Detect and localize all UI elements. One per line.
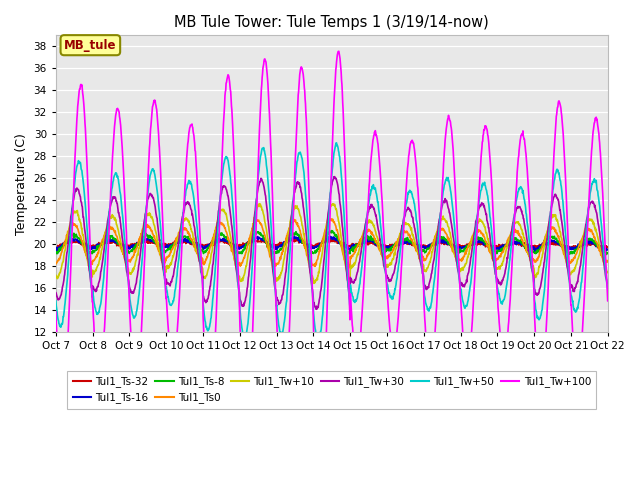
Tul1_Tw+50 bbox=[175, 258, 182, 264]
Tul1_Ts0 bbox=[236, 264, 244, 269]
Tul1_Ts0 bbox=[418, 252, 426, 258]
Tul1_Tw+30 bbox=[604, 281, 612, 287]
Tul1_Ts0 bbox=[175, 230, 182, 236]
Tul1_Ts-16 bbox=[490, 245, 498, 251]
Tul1_Tw+30 bbox=[418, 265, 426, 271]
Title: MB Tule Tower: Tule Temps 1 (3/19/14-now): MB Tule Tower: Tule Temps 1 (3/19/14-now… bbox=[174, 15, 489, 30]
Tul1_Tw+10 bbox=[539, 251, 547, 257]
Y-axis label: Temperature (C): Temperature (C) bbox=[15, 132, 28, 235]
Tul1_Tw+30 bbox=[490, 264, 498, 269]
Tul1_Tw+30 bbox=[539, 269, 547, 275]
Tul1_Tw+10 bbox=[418, 261, 426, 266]
Tul1_Tw+30 bbox=[52, 289, 60, 295]
Tul1_Tw+50 bbox=[332, 140, 340, 146]
Tul1_Tw+30 bbox=[236, 297, 244, 303]
Tul1_Tw+10 bbox=[310, 280, 318, 286]
Tul1_Tw+50 bbox=[539, 300, 547, 305]
Line: Tul1_Ts-8: Tul1_Ts-8 bbox=[56, 230, 608, 255]
Line: Tul1_Ts0: Tul1_Ts0 bbox=[56, 219, 608, 268]
Tul1_Ts-16 bbox=[604, 247, 612, 252]
Tul1_Tw+30 bbox=[312, 306, 320, 312]
Tul1_Ts-16 bbox=[539, 240, 547, 246]
Tul1_Ts0 bbox=[52, 261, 60, 267]
Tul1_Ts-8 bbox=[604, 251, 612, 256]
Tul1_Tw+100 bbox=[418, 258, 426, 264]
Line: Tul1_Tw+30: Tul1_Tw+30 bbox=[56, 177, 608, 309]
Tul1_Ts-32 bbox=[52, 242, 60, 248]
Tul1_Ts-8 bbox=[539, 241, 547, 247]
Tul1_Ts-8 bbox=[236, 250, 244, 255]
Tul1_Tw+10 bbox=[161, 268, 169, 274]
Tul1_Ts0 bbox=[539, 242, 547, 248]
Tul1_Tw+100 bbox=[490, 230, 498, 236]
Line: Tul1_Tw+10: Tul1_Tw+10 bbox=[56, 204, 608, 283]
Tul1_Ts-32 bbox=[490, 244, 498, 250]
Tul1_Ts-8 bbox=[490, 247, 498, 253]
Tul1_Ts0 bbox=[161, 259, 169, 264]
Tul1_Ts-32 bbox=[236, 243, 244, 249]
Tul1_Tw+30 bbox=[161, 280, 169, 286]
Tul1_Tw+50 bbox=[52, 298, 60, 303]
Tul1_Ts0 bbox=[490, 258, 498, 264]
Tul1_Tw+10 bbox=[52, 272, 60, 278]
Line: Tul1_Tw+100: Tul1_Tw+100 bbox=[56, 51, 608, 435]
Text: MB_tule: MB_tule bbox=[64, 39, 116, 52]
Tul1_Tw+50 bbox=[418, 264, 426, 270]
Tul1_Tw+100 bbox=[604, 298, 612, 304]
Tul1_Tw+50 bbox=[161, 281, 169, 287]
Tul1_Ts-8 bbox=[161, 249, 169, 255]
Tul1_Ts0 bbox=[290, 216, 298, 222]
Tul1_Tw+100 bbox=[161, 278, 169, 284]
Tul1_Ts-16 bbox=[531, 249, 539, 255]
Tul1_Tw+10 bbox=[490, 260, 498, 265]
Tul1_Ts-8 bbox=[344, 252, 351, 258]
Tul1_Tw+100 bbox=[175, 307, 182, 313]
Tul1_Ts-8 bbox=[52, 250, 60, 255]
Tul1_Tw+100 bbox=[236, 332, 244, 337]
Line: Tul1_Ts-32: Tul1_Ts-32 bbox=[56, 239, 608, 250]
Tul1_Tw+100 bbox=[317, 432, 324, 438]
Tul1_Tw+10 bbox=[175, 232, 182, 238]
Tul1_Ts-16 bbox=[418, 244, 426, 250]
Tul1_Tw+50 bbox=[236, 311, 244, 316]
Tul1_Tw+100 bbox=[539, 377, 547, 383]
Line: Tul1_Ts-16: Tul1_Ts-16 bbox=[56, 236, 608, 252]
Tul1_Ts-16 bbox=[52, 244, 60, 250]
Legend: Tul1_Ts-32, Tul1_Ts-16, Tul1_Ts-8, Tul1_Ts0, Tul1_Tw+10, Tul1_Tw+30, Tul1_Tw+50,: Tul1_Ts-32, Tul1_Ts-16, Tul1_Ts-8, Tul1_… bbox=[67, 371, 596, 408]
Tul1_Ts-16 bbox=[175, 237, 182, 243]
Tul1_Ts-8 bbox=[328, 228, 335, 233]
Tul1_Tw+100 bbox=[335, 48, 342, 54]
Line: Tul1_Tw+50: Tul1_Tw+50 bbox=[56, 143, 608, 342]
Tul1_Ts0 bbox=[604, 258, 612, 264]
Tul1_Tw+50 bbox=[315, 339, 323, 345]
Tul1_Ts-32 bbox=[161, 242, 169, 248]
Tul1_Ts-16 bbox=[161, 244, 169, 250]
Tul1_Tw+10 bbox=[236, 278, 244, 284]
Tul1_Ts-16 bbox=[326, 233, 334, 239]
Tul1_Ts-32 bbox=[604, 244, 612, 250]
Tul1_Tw+50 bbox=[490, 256, 498, 262]
Tul1_Ts-32 bbox=[175, 239, 182, 244]
Tul1_Tw+30 bbox=[331, 174, 339, 180]
Tul1_Ts-32 bbox=[601, 247, 609, 252]
Tul1_Ts-32 bbox=[289, 236, 296, 242]
Tul1_Tw+10 bbox=[604, 269, 612, 275]
Tul1_Tw+10 bbox=[256, 201, 264, 207]
Tul1_Ts0 bbox=[344, 265, 352, 271]
Tul1_Ts-16 bbox=[236, 246, 244, 252]
Tul1_Tw+30 bbox=[175, 239, 182, 245]
Tul1_Ts-32 bbox=[539, 240, 547, 246]
Tul1_Ts-8 bbox=[175, 237, 182, 243]
Tul1_Ts-8 bbox=[418, 248, 426, 253]
Tul1_Tw+50 bbox=[604, 286, 612, 292]
Tul1_Ts-32 bbox=[418, 244, 426, 250]
Tul1_Tw+100 bbox=[52, 309, 60, 314]
